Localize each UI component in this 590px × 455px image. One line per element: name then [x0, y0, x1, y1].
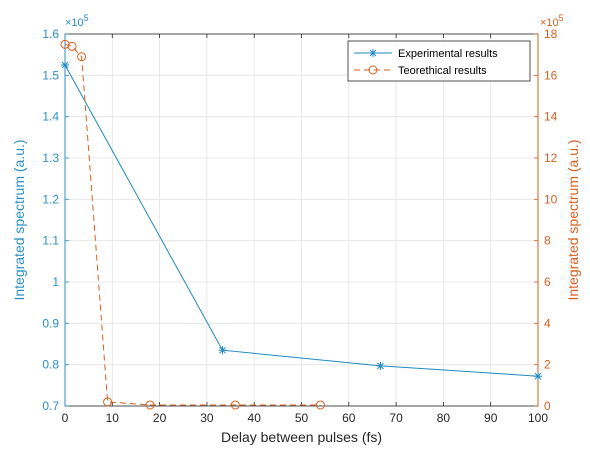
data-point — [103, 397, 113, 407]
x-tick-label: 20 — [153, 411, 167, 425]
y-left-exponent-label: ×105 — [65, 13, 89, 29]
y-left-tick-label: 1.3 — [42, 151, 59, 165]
y-right-tick-label: 18 — [544, 27, 558, 41]
y-left-tick-label: 0.9 — [42, 316, 59, 330]
data-point — [218, 346, 227, 355]
y-left-tick-label: 1.4 — [42, 110, 59, 124]
y-right-tick-label: 0 — [544, 399, 551, 413]
legend-box — [347, 40, 531, 82]
series-line — [64, 64, 539, 377]
x-tick-label: 50 — [295, 411, 309, 425]
y-right-tick-label: 6 — [544, 275, 551, 289]
grid — [64, 33, 539, 407]
x-tick-label: 100 — [528, 411, 548, 425]
series-layer — [60, 39, 542, 410]
y-left-tick-label: 0.8 — [42, 358, 59, 372]
y-right-exponent-label: ×105 — [540, 13, 564, 29]
series-1 — [61, 61, 542, 381]
axis-ticks: 0 10 20 30 40 50 60 70 80 90 1000.70.80.911.11.21.… — [42, 27, 557, 425]
data-point — [534, 372, 542, 381]
y-left-tick-label: 1.5 — [42, 68, 59, 82]
y-right-tick-label: 10 — [544, 192, 558, 206]
x-tick-label: 40 — [248, 411, 262, 425]
y-left-tick-label: 1.6 — [42, 27, 59, 41]
y-right-tick-label: 4 — [544, 316, 551, 330]
x-tick-label: 10 — [106, 411, 120, 425]
y-left-tick-label: 1.1 — [42, 234, 59, 248]
y-right-tick-label: 12 — [544, 151, 558, 165]
y-right-tick-label: 8 — [544, 234, 551, 248]
y-right-tick-label: 16 — [544, 68, 558, 82]
y-left-tick-label: 0.7 — [42, 399, 59, 413]
legend-label: Experimental results — [398, 48, 498, 60]
data-point — [77, 52, 87, 62]
legend-marker — [369, 49, 377, 57]
legend-entry: Teorethical results — [354, 65, 487, 77]
y-right-tick-label: 14 — [544, 110, 558, 124]
axis-text: Delay between pulses (fs) Integrated spe… — [11, 13, 581, 445]
x-tick-label: 70 — [389, 411, 403, 425]
y-axis-right-label: Integrated spectrum (a.u.) — [565, 139, 581, 300]
series-line — [64, 43, 321, 406]
data-point — [67, 41, 77, 51]
x-tick-label: 80 — [437, 411, 451, 425]
legend-label: Teorethical results — [398, 65, 487, 77]
legend: Experimental results Teorethical results — [347, 40, 531, 82]
y-left-tick-label: 1.2 — [42, 192, 59, 206]
legend-marker — [368, 65, 378, 75]
y-axis-left-label: Integrated spectrum (a.u.) — [11, 139, 27, 300]
legend-entry: Experimental results — [354, 48, 498, 60]
x-tick-label: 30 — [200, 411, 214, 425]
series-2 — [60, 39, 325, 410]
data-point — [315, 400, 325, 410]
data-point — [376, 361, 385, 370]
x-tick-label: 0 — [62, 411, 69, 425]
x-axis-label: Delay between pulses (fs) — [221, 429, 382, 445]
x-tick-label: 60 — [342, 411, 356, 425]
y-left-tick-label: 1 — [52, 275, 59, 289]
data-point — [230, 400, 240, 410]
x-tick-label: 90 — [484, 411, 498, 425]
y-right-tick-label: 2 — [544, 358, 551, 372]
data-point — [61, 61, 69, 69]
data-point — [145, 400, 155, 410]
